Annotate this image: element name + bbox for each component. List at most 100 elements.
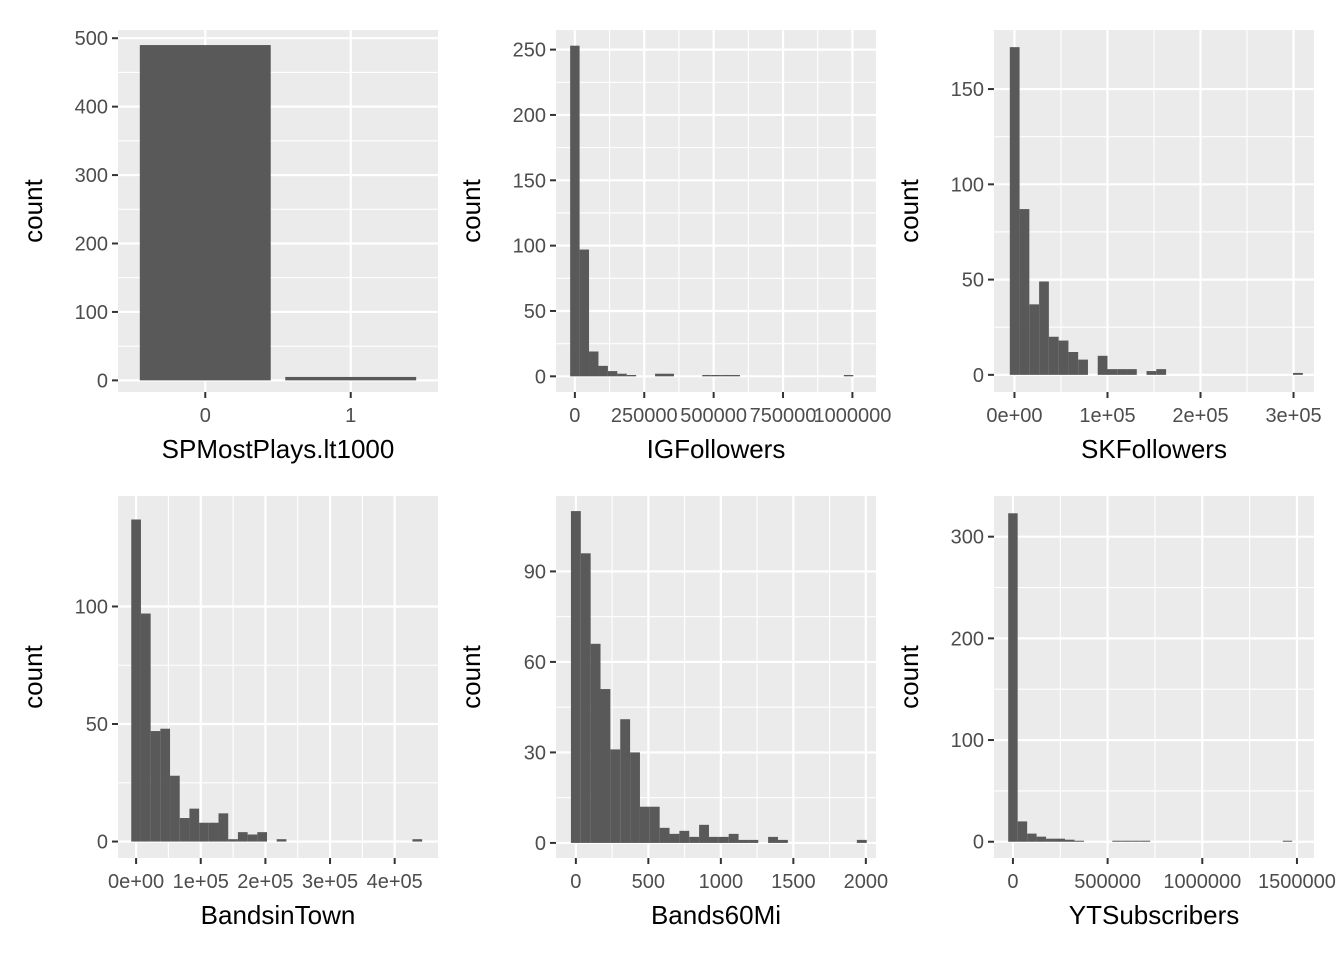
x-tick-label: 1500000 [1258, 871, 1336, 893]
panel-4: 0 50 100 0e+00 1e+05 2e+05 3e+05 4e+05 BandsinTo… [18, 496, 438, 930]
histogram-bar [843, 375, 854, 377]
histogram-bar [738, 839, 749, 843]
histogram-bar [570, 511, 581, 843]
x-tick-label: 2000 [844, 871, 889, 893]
histogram-bar [1029, 304, 1040, 375]
y-tick-label: 150 [951, 79, 984, 101]
x-tick-label: 4e+05 [367, 871, 423, 893]
histogram-bar [679, 830, 690, 843]
histogram-bar [1048, 336, 1059, 375]
histogram-bar [617, 373, 627, 377]
histogram-bar [1046, 838, 1056, 842]
histogram-bar [655, 373, 665, 377]
histogram-bar [150, 731, 161, 842]
panel-1: 0 100 200 300 400 500 0 1 SPMostPlays.lt1000 coun… [18, 28, 438, 464]
histogram-bar [189, 808, 200, 842]
x-axis-title: IGFollowers [647, 434, 786, 464]
histogram-bar [1131, 840, 1141, 842]
histogram-bar [1112, 840, 1122, 842]
histogram-bar [1127, 369, 1137, 375]
histogram-bar [730, 375, 741, 377]
histogram-bar [777, 839, 788, 843]
histogram-bar [1019, 209, 1030, 375]
y-axis-title: count [456, 644, 486, 708]
x-axis-title: Bands60Mi [651, 900, 781, 930]
panel-background [556, 30, 876, 392]
histogram-bar [1008, 513, 1018, 842]
y-tick-label: 90 [524, 561, 546, 583]
histogram-bar [699, 824, 709, 843]
histogram-bar [276, 839, 287, 842]
histogram-bar [1009, 47, 1020, 375]
histogram-bar [1156, 369, 1167, 375]
y-tick-label: 0 [97, 832, 108, 854]
x-tick-label: 1e+05 [173, 871, 229, 893]
x-tick-label: 1000 [699, 871, 744, 893]
y-tick-label: 100 [75, 596, 108, 618]
y-tick-label: 30 [524, 742, 546, 764]
x-tick-label: 1500 [771, 871, 816, 893]
y-tick-label: 200 [513, 105, 546, 127]
y-axis-title: count [894, 178, 924, 242]
histogram-bar [620, 719, 631, 843]
panel-3: 0 50 100 150 0e+00 1e+05 2e+05 3e+05 SKFollowers… [894, 30, 1322, 464]
x-axis-title: SKFollowers [1081, 434, 1227, 464]
histogram-bar [1039, 281, 1049, 375]
histogram-bar [664, 373, 674, 377]
histogram-bar [748, 839, 759, 843]
x-tick-label: 0e+00 [108, 871, 164, 893]
histogram-bar [1078, 359, 1088, 375]
histogram-bar [1121, 840, 1132, 842]
x-tick-label: 2e+05 [237, 871, 293, 893]
histogram-bar [237, 832, 248, 842]
histogram-bar [218, 813, 229, 842]
histogram-bar [669, 833, 680, 843]
x-axis-title: BandsinTown [201, 900, 356, 930]
y-tick-label: 500 [75, 28, 108, 50]
histogram-bar [140, 613, 151, 842]
x-tick-label: 1 [345, 405, 356, 427]
bar-1 [285, 376, 417, 381]
y-tick-label: 60 [524, 652, 546, 674]
histogram-bar [659, 827, 670, 843]
histogram-bar [1017, 821, 1028, 842]
x-tick-label: 0 [200, 405, 211, 427]
histogram-bar [689, 836, 700, 843]
y-tick-label: 50 [524, 301, 546, 323]
x-tick-label: 500 [632, 871, 665, 893]
y-tick-label: 100 [513, 236, 546, 258]
histogram-bar [1117, 369, 1128, 375]
histogram-bar [170, 775, 180, 842]
y-axis-title: count [894, 644, 924, 708]
histogram-bar [1107, 369, 1118, 375]
histogram-bar [1282, 840, 1293, 842]
histogram-bar [600, 689, 611, 843]
histogram-bar [412, 839, 423, 842]
histogram-bar [1058, 340, 1069, 375]
y-tick-label: 50 [962, 270, 984, 292]
histogram-bar [708, 836, 719, 843]
histogram-bar [228, 839, 238, 842]
x-axis-title: SPMostPlays.lt1000 [162, 434, 395, 464]
histogram-bar [1068, 351, 1079, 375]
x-tick-label: 1000000 [1163, 871, 1241, 893]
y-tick-label: 0 [535, 366, 546, 388]
x-tick-label: 750000 [750, 405, 817, 427]
histogram-bar [590, 643, 601, 843]
histogram-bar [649, 806, 660, 843]
x-tick-label: 3e+05 [302, 871, 358, 893]
x-tick-label: 0 [569, 405, 580, 427]
histogram-bar [199, 822, 209, 842]
histogram-bar [728, 833, 739, 843]
y-tick-label: 100 [951, 730, 984, 752]
histogram-bar [1027, 833, 1037, 842]
y-tick-label: 250 [513, 40, 546, 62]
histogram-bar [579, 249, 590, 377]
histogram-bar [1074, 840, 1084, 842]
x-tick-label: 3e+05 [1265, 405, 1321, 427]
histogram-bar [718, 836, 729, 843]
y-tick-label: 300 [951, 527, 984, 549]
histogram-bar [1097, 355, 1108, 375]
histogram-bar [607, 371, 618, 377]
